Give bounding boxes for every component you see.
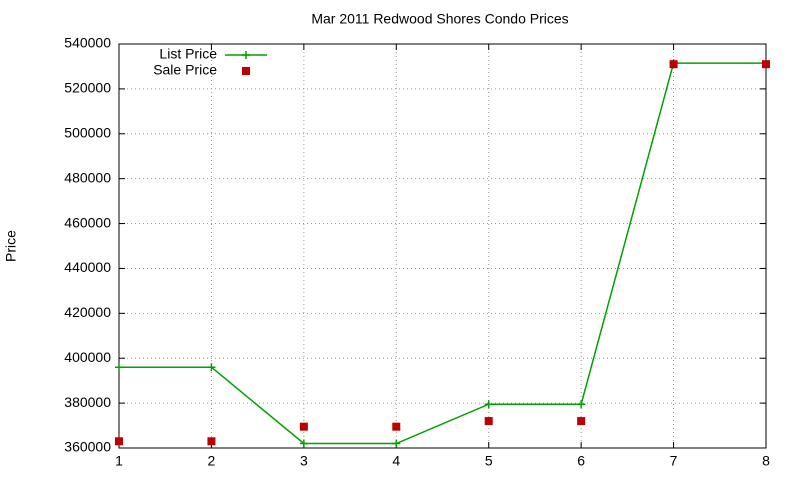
legend-swatch (242, 51, 250, 59)
x-tick-label: 4 (392, 453, 400, 469)
y-tick-label: 520000 (64, 80, 111, 96)
y-tick-label: 480000 (64, 169, 111, 185)
point (484, 400, 493, 409)
legend-label: List Price (159, 46, 217, 62)
y-tick-label: 540000 (64, 35, 111, 51)
point (392, 422, 401, 431)
x-tick-label: 6 (577, 453, 585, 469)
legend-label: Sale Price (153, 62, 217, 78)
y-tick-label: 420000 (64, 304, 111, 320)
point (207, 363, 216, 372)
x-tick-label: 3 (300, 453, 308, 469)
point (115, 437, 123, 446)
y-tick-label: 380000 (64, 394, 111, 410)
x-tick-label: 7 (670, 453, 678, 469)
y-axis-label: Price (3, 230, 19, 262)
y-tick-label: 500000 (64, 124, 111, 140)
point (669, 60, 678, 69)
x-tick-label: 1 (115, 453, 123, 469)
point (762, 60, 770, 69)
y-tick-label: 360000 (64, 439, 111, 455)
point (115, 363, 123, 372)
point (392, 439, 401, 448)
y-tick-label: 400000 (64, 349, 111, 365)
plot-frame (118, 43, 767, 449)
point (577, 400, 586, 409)
point (299, 422, 308, 431)
x-tick-label: 5 (485, 453, 493, 469)
y-tick-label: 460000 (64, 214, 111, 230)
x-tick-label: 8 (762, 453, 770, 469)
point (207, 437, 216, 446)
point (577, 417, 586, 426)
list-line (119, 62, 766, 445)
point (299, 439, 308, 448)
point (484, 417, 493, 426)
chart-title: Mar 2011 Redwood Shores Condo Prices (311, 11, 568, 27)
x-tick-label: 2 (208, 453, 216, 469)
legend-swatch (242, 67, 250, 75)
y-tick-label: 440000 (64, 259, 111, 275)
